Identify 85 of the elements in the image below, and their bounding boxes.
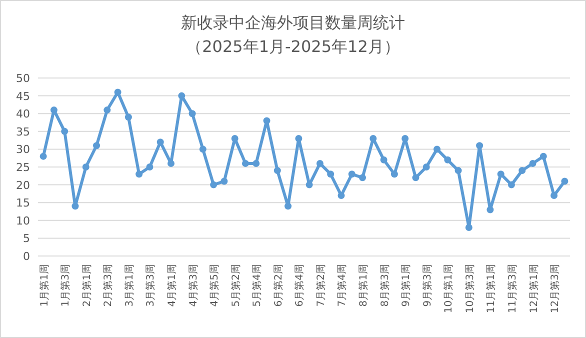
point <box>263 117 270 124</box>
point <box>370 135 377 142</box>
point <box>199 146 206 153</box>
y-tick-label: 5 <box>23 232 30 246</box>
x-tick-label: 7月第4周 <box>336 264 348 307</box>
point <box>188 110 196 118</box>
x-tick-label: 1月第3周 <box>60 264 72 307</box>
x-tick-label: 5月第2周 <box>230 264 242 307</box>
point <box>422 164 430 170</box>
point <box>61 128 68 135</box>
point <box>104 106 111 114</box>
point <box>220 178 228 185</box>
point <box>284 202 292 210</box>
x-tick-label: 8月第1周 <box>358 264 370 307</box>
y-tick-label: 25 <box>16 161 30 174</box>
x-tick-label: 10月第1周 <box>442 264 455 314</box>
y-tick-label: 45 <box>16 90 30 103</box>
x-tick-label: 2月第3周 <box>102 264 114 307</box>
point <box>178 92 186 100</box>
x-tick-label: 9月第1周 <box>400 264 412 307</box>
point <box>486 206 494 214</box>
chart-title: 新收录中企海外项目数量周统计 <box>181 13 405 32</box>
point <box>136 170 143 178</box>
x-tick-label: 12月第3周 <box>549 264 562 314</box>
point <box>465 224 472 232</box>
point <box>231 135 238 142</box>
x-tick-label: 6月第2周 <box>272 264 284 307</box>
point <box>168 160 174 167</box>
chart-subtitle: （2025年1月-2025年12月） <box>186 37 400 56</box>
x-tick-label: 2月第1周 <box>80 264 93 307</box>
y-tick-label: 30 <box>16 143 30 156</box>
x-tick-label: 5月第4周 <box>251 264 264 307</box>
point <box>390 170 398 178</box>
point <box>359 174 366 182</box>
point <box>454 167 462 174</box>
point <box>40 152 47 160</box>
point <box>93 142 100 150</box>
y-tick-label: 35 <box>16 125 30 138</box>
point <box>242 160 249 167</box>
point <box>210 181 218 188</box>
point <box>444 156 452 164</box>
y-tick-label: 20 <box>16 178 30 192</box>
point <box>146 164 154 170</box>
x-tick-label: 11月第1周 <box>485 264 498 314</box>
point <box>295 135 302 142</box>
point <box>306 181 313 188</box>
y-tick-label: 10 <box>16 214 30 228</box>
y-tick-label: 40 <box>16 108 30 121</box>
y-tick-label: 15 <box>16 196 30 210</box>
point <box>529 160 536 167</box>
x-tick-label: 4月第3周 <box>187 264 200 307</box>
point <box>497 170 504 178</box>
point <box>316 160 324 167</box>
point <box>476 142 484 150</box>
x-tick-label: 9月第3周 <box>421 264 434 307</box>
point <box>434 146 440 153</box>
y-tick-label: 0 <box>23 250 30 263</box>
point <box>72 202 79 210</box>
x-tick-label: 4月第5周 <box>208 264 221 307</box>
point <box>327 170 334 178</box>
point <box>518 167 526 174</box>
point <box>561 178 568 185</box>
x-tick-label: 3月第1周 <box>123 264 136 307</box>
x-tick-label: 3月第3周 <box>144 264 157 307</box>
x-tick-label: 12月第1周 <box>528 264 540 314</box>
point <box>402 135 409 142</box>
point <box>50 106 58 114</box>
point <box>412 174 420 182</box>
point <box>380 156 388 164</box>
point <box>540 152 547 160</box>
x-tick-label: 11月第3周 <box>506 264 518 314</box>
x-tick-label: 10月第3周 <box>464 264 476 314</box>
point <box>274 167 281 174</box>
point <box>82 164 90 170</box>
y-tick-label: 50 <box>16 72 30 85</box>
point <box>550 192 558 199</box>
point <box>508 181 515 188</box>
x-tick-label: 1月第1周 <box>38 264 50 307</box>
x-tick-label: 4月第1周 <box>166 264 178 307</box>
x-tick-label: 8月第3周 <box>378 264 391 307</box>
point <box>124 114 132 121</box>
point <box>252 160 260 167</box>
x-tick-label: 7月第2周 <box>314 264 327 307</box>
point <box>348 170 356 178</box>
x-tick-label: 6月第4周 <box>294 264 306 307</box>
